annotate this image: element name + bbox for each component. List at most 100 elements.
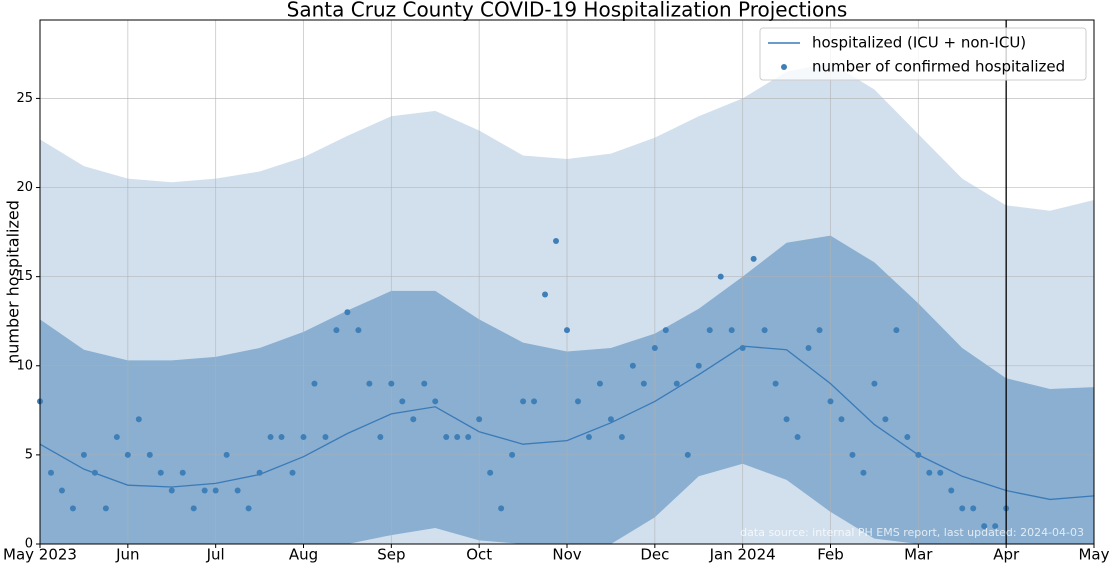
data-point: [168, 487, 175, 494]
x-tick-label: Mar: [904, 546, 933, 564]
data-point: [739, 344, 746, 351]
data-point: [783, 416, 790, 423]
x-tick-label: Jun: [115, 546, 139, 564]
data-point: [157, 469, 164, 476]
data-point: [937, 469, 944, 476]
data-point: [915, 451, 922, 458]
data-point: [871, 380, 878, 387]
y-tick-label: 20: [16, 180, 33, 195]
data-point: [772, 380, 779, 387]
data-point: [629, 362, 636, 369]
data-point: [223, 451, 230, 458]
legend-box: [759, 27, 1087, 81]
data-point: [102, 505, 109, 512]
data-point: [673, 380, 680, 387]
data-point: [981, 523, 988, 530]
data-point: [728, 327, 735, 334]
chart-title: Santa Cruz County COVID-19 Hospitalizati…: [287, 0, 848, 22]
data-point: [421, 380, 428, 387]
data-point: [487, 469, 494, 476]
data-point: [113, 434, 120, 441]
x-tick-label: Feb: [817, 546, 844, 564]
data-point: [531, 398, 538, 405]
data-point: [926, 469, 933, 476]
data-point: [388, 380, 395, 387]
y-tick-label: 5: [25, 447, 33, 462]
x-tick-label: Jan 2024: [709, 546, 776, 564]
data-point: [706, 327, 713, 334]
y-tick-label: 25: [16, 91, 33, 106]
x-tick-label: Sep: [377, 546, 405, 564]
data-point: [47, 469, 54, 476]
data-point: [574, 398, 581, 405]
data-point: [278, 434, 285, 441]
data-point: [684, 451, 691, 458]
data-point: [794, 434, 801, 441]
data-point: [355, 327, 362, 334]
data-point: [838, 416, 845, 423]
data-point: [201, 487, 208, 494]
data-point: [761, 327, 768, 334]
data-point: [816, 327, 823, 334]
data-point: [69, 505, 76, 512]
data-point: [904, 434, 911, 441]
data-point: [651, 344, 658, 351]
data-point: [959, 505, 966, 512]
data-point: [256, 469, 263, 476]
legend-marker: [781, 64, 787, 70]
legend: hospitalized (ICU + non-ICU) number of co…: [759, 27, 1087, 81]
y-tick-label: 0: [25, 537, 33, 552]
data-point: [190, 505, 197, 512]
data-point: [662, 327, 669, 334]
data-point: [695, 362, 702, 369]
data-point: [618, 434, 625, 441]
data-point: [124, 451, 131, 458]
data-point: [553, 238, 560, 245]
data-point: [234, 487, 241, 494]
y-tick-label: 10: [16, 358, 33, 373]
data-point: [948, 487, 955, 494]
source-annotation: data source: internal PH EMS report, las…: [740, 526, 1084, 539]
y-tick-label: 15: [16, 269, 33, 284]
data-point: [509, 451, 516, 458]
data-point: [300, 434, 307, 441]
data-point: [476, 416, 483, 423]
data-point: [564, 327, 570, 334]
data-point: [992, 523, 999, 530]
x-tick-label: Jul: [206, 546, 225, 564]
data-point: [520, 398, 527, 405]
data-point: [454, 434, 461, 441]
data-point: [849, 451, 856, 458]
data-point: [717, 273, 724, 280]
data-point: [805, 344, 812, 351]
data-point: [179, 469, 186, 476]
data-point: [585, 434, 592, 441]
data-point: [377, 434, 384, 441]
data-point: [432, 398, 439, 405]
x-tick-label: Aug: [289, 546, 318, 564]
data-point: [58, 487, 65, 494]
data-point: [311, 380, 318, 387]
data-point: [750, 255, 757, 262]
plot-frame: [39, 19, 1095, 545]
data-point: [91, 469, 98, 476]
data-point: [410, 416, 417, 423]
data-point: [146, 451, 153, 458]
data-point: [322, 434, 329, 441]
data-point: [80, 451, 87, 458]
data-point: [289, 469, 296, 476]
data-point: [267, 434, 274, 441]
legend-label: hospitalized (ICU + non-ICU): [812, 34, 1026, 52]
data-point: [893, 327, 900, 334]
plot-area: [37, 20, 1095, 545]
x-tick-label: May 2023: [3, 546, 77, 564]
data-point: [333, 327, 340, 334]
data-point: [465, 434, 472, 441]
y-axis-label: number hospitalized: [4, 200, 23, 364]
x-tick-label: May: [1078, 546, 1109, 564]
data-point: [827, 398, 834, 405]
data-point: [607, 416, 614, 423]
data-point: [882, 416, 889, 423]
data-point: [366, 380, 373, 387]
data-point: [860, 469, 867, 476]
